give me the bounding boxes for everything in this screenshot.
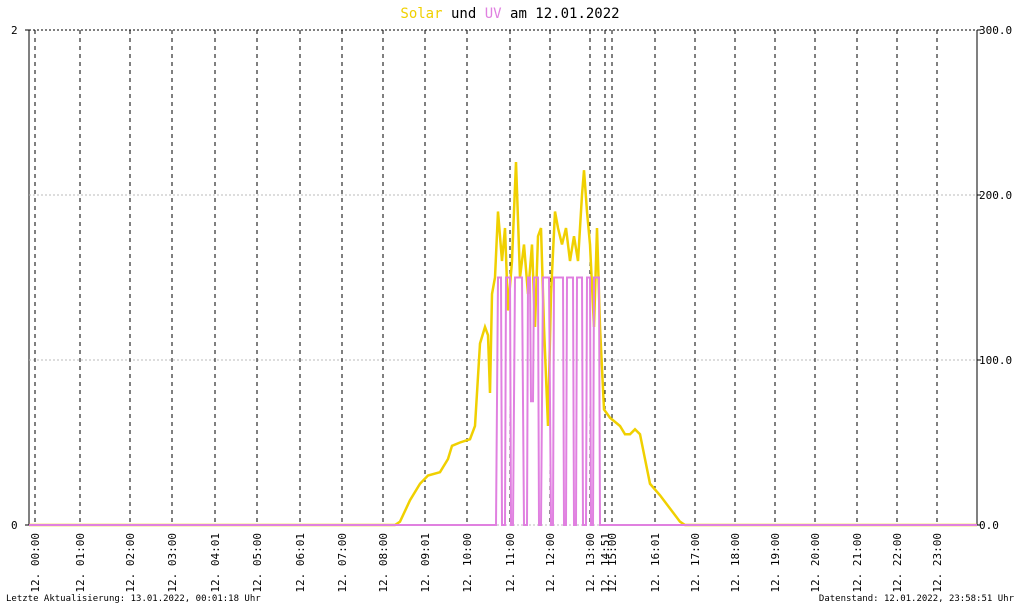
x-tick-label: 12. 08:00 bbox=[377, 533, 390, 593]
x-tick-label: 12. 19:00 bbox=[769, 533, 782, 593]
x-tick-label: 12. 12:00 bbox=[544, 533, 557, 593]
title-part: am 12.01.2022 bbox=[510, 6, 620, 22]
x-tick-label: 12. 13:00 bbox=[584, 533, 597, 593]
y-tick-label: 2 bbox=[11, 24, 18, 37]
x-tick-label: 12. 22:00 bbox=[891, 533, 904, 593]
x-tick-label: 12. 06:01 bbox=[294, 533, 307, 593]
x-tick-label: 12. 11:00 bbox=[504, 533, 517, 593]
x-tick-label: 12. 16:01 bbox=[649, 533, 662, 593]
footer-right: Datenstand: 12.01.2022, 23:58:51 Uhr bbox=[819, 594, 1015, 604]
x-tick-label: 12. 15:00 bbox=[606, 533, 619, 593]
title-part: und bbox=[451, 6, 476, 22]
y2-tick-label: 200.0 bbox=[979, 189, 1012, 202]
x-tick-label: 12. 02:00 bbox=[124, 533, 137, 593]
x-tick-label: 12. 23:00 bbox=[931, 533, 944, 593]
x-tick-label: 12. 17:00 bbox=[689, 533, 702, 593]
chart-title: Solar und UV am 12.01.2022 bbox=[400, 6, 619, 22]
x-tick-label: 12. 10:00 bbox=[461, 533, 474, 593]
title-solar: Solar bbox=[400, 6, 442, 22]
y2-tick-label: 0.0 bbox=[979, 519, 999, 532]
title-uv: UV bbox=[485, 6, 502, 22]
x-tick-label: 12. 03:00 bbox=[166, 533, 179, 593]
x-tick-label: 12. 05:00 bbox=[251, 533, 264, 593]
y2-tick-label: 300.0 bbox=[979, 24, 1012, 37]
x-tick-label: 12. 18:00 bbox=[729, 533, 742, 593]
x-tick-label: 12. 07:00 bbox=[336, 533, 349, 593]
series-line bbox=[29, 276, 977, 526]
x-tick-label: 12. 14:51 bbox=[599, 533, 612, 593]
x-tick-label: 12. 09:01 bbox=[419, 533, 432, 593]
x-tick-label: 12. 04:01 bbox=[209, 533, 222, 593]
x-tick-label: 12. 21:00 bbox=[851, 533, 864, 593]
x-tick-label: 12. 00:00 bbox=[29, 533, 42, 593]
x-tick-label: 12. 01:00 bbox=[74, 533, 87, 593]
x-tick-label: 12. 20:00 bbox=[809, 533, 822, 593]
y2-tick-label: 100.0 bbox=[979, 354, 1012, 367]
y-tick-label: 0 bbox=[11, 519, 18, 532]
series-line bbox=[29, 161, 977, 527]
footer-left: Letzte Aktualisierung: 13.01.2022, 00:01… bbox=[6, 594, 261, 604]
